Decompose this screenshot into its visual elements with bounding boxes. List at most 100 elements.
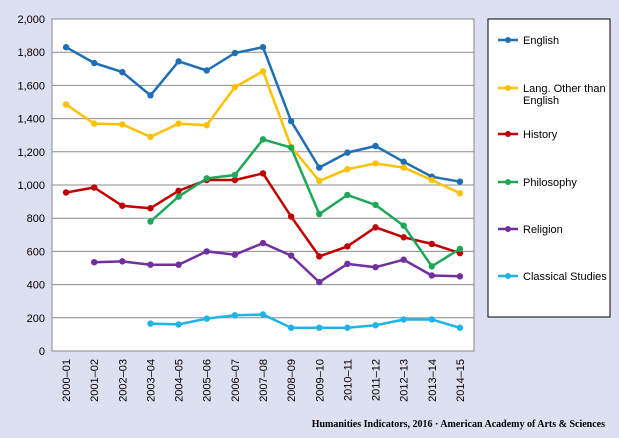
data-point-lang-other-than-english (316, 177, 323, 185)
legend-label-english: English (523, 35, 559, 47)
legend-entries: English Lang. Other than English History Phi… (498, 35, 607, 283)
data-point-philosophy (147, 218, 154, 225)
y-tick-label: 1,600 (17, 80, 45, 92)
data-point-classical-studies (231, 312, 239, 319)
data-point-history (344, 243, 351, 250)
data-point-history (287, 213, 295, 220)
data-point-english (203, 67, 210, 74)
data-point-history (62, 189, 70, 196)
y-tick-label: 1,800 (17, 47, 45, 59)
data-point-religion (400, 256, 407, 263)
legend (487, 18, 611, 318)
data-point-classical-studies (344, 324, 351, 331)
data-point-english (344, 149, 351, 156)
x-tick-label: 2014–15 (455, 359, 467, 402)
data-point-english (147, 92, 154, 99)
data-point-classical-studies (428, 316, 435, 323)
data-point-religion (259, 239, 267, 247)
x-tick-label: 2007–08 (258, 359, 270, 402)
legend-label-history: History (523, 129, 558, 141)
data-point-lang-other-than-english (203, 122, 210, 129)
data-point-religion (456, 273, 464, 280)
legend-marker-english (505, 37, 511, 43)
data-point-classical-studies (456, 324, 464, 331)
data-point-classical-studies (147, 320, 154, 327)
data-point-lang-other-than-english (147, 133, 154, 141)
data-point-religion (203, 248, 210, 255)
data-point-history (259, 170, 267, 177)
data-point-lang-other-than-english (400, 164, 407, 171)
data-point-history (372, 224, 379, 231)
x-tick-label: 2002–03 (117, 359, 129, 402)
data-point-religion (316, 278, 323, 286)
data-point-philosophy (344, 191, 351, 199)
data-point-philosophy (259, 136, 267, 143)
data-point-classical-studies (175, 321, 182, 328)
data-point-history (147, 205, 154, 212)
data-point-english (231, 49, 239, 57)
data-point-religion (231, 251, 239, 258)
data-point-classical-studies (316, 324, 323, 331)
legend-marker-history (505, 131, 511, 137)
data-point-philosophy (287, 144, 295, 151)
data-point-religion (287, 252, 295, 259)
y-tick-label: 1,400 (17, 114, 45, 126)
data-point-philosophy (428, 263, 435, 270)
legend-label-lang-other-than-english: Lang. Other than English (523, 83, 606, 107)
series-lines (62, 44, 464, 331)
data-point-philosophy (456, 245, 464, 253)
data-point-religion (119, 258, 126, 265)
data-point-history (175, 187, 182, 195)
data-point-lang-other-than-english (456, 190, 464, 197)
data-point-english (175, 58, 182, 65)
legend-label-classical-studies: Classical Studies (523, 271, 607, 283)
data-point-religion (428, 272, 435, 279)
data-point-classical-studies (400, 316, 407, 323)
data-point-philosophy (175, 193, 182, 200)
data-point-lang-other-than-english (259, 68, 267, 75)
data-point-religion (372, 263, 379, 271)
data-point-religion (344, 260, 351, 268)
data-point-philosophy (231, 171, 239, 179)
x-tick-label: 2011–12 (371, 359, 383, 401)
y-tick-label: 1,200 (17, 147, 45, 159)
data-point-classical-studies (287, 324, 295, 331)
data-point-history (231, 176, 239, 184)
data-point-classical-studies (203, 315, 210, 322)
source-footer: Humanities Indicators, 2016 · American A… (311, 419, 605, 430)
data-point-history (119, 202, 126, 209)
data-point-lang-other-than-english (175, 120, 182, 127)
data-point-religion (175, 261, 182, 268)
data-point-history (428, 240, 435, 248)
x-tick-label: 2010–11 (342, 359, 354, 401)
y-tick-label: 800 (27, 213, 45, 225)
data-point-classical-studies (372, 322, 379, 329)
series-line-philosophy (149, 138, 461, 268)
data-point-english (259, 44, 267, 51)
x-tick-label: 2003–04 (145, 359, 157, 402)
x-tick-label: 2004–05 (174, 359, 186, 402)
data-point-philosophy (203, 175, 210, 182)
series-line-religion (94, 241, 460, 284)
data-point-philosophy (400, 222, 407, 229)
data-point-lang-other-than-english (62, 101, 70, 108)
x-tick-label: 2013–14 (427, 359, 439, 402)
x-tick-label: 2000–01 (61, 359, 73, 402)
data-point-classical-studies (259, 311, 267, 318)
data-point-philosophy (316, 210, 323, 218)
y-tick-label: 0 (39, 346, 45, 358)
x-tick-label: 2006–07 (230, 359, 242, 402)
data-point-english (119, 68, 126, 76)
data-point-english (372, 142, 379, 150)
data-point-lang-other-than-english (372, 160, 379, 167)
data-point-lang-other-than-english (231, 83, 239, 91)
data-point-english (91, 59, 98, 67)
data-point-philosophy (372, 201, 379, 209)
data-point-english (287, 117, 295, 125)
y-axis: 0 200 400 600 800 1,000 1,200 1,400 1,600 1,800 2,… (17, 14, 45, 358)
data-point-lang-other-than-english (344, 166, 351, 173)
data-point-history (400, 234, 407, 241)
legend-marker-lang-other-than-english (505, 85, 511, 91)
data-point-english (400, 158, 407, 165)
